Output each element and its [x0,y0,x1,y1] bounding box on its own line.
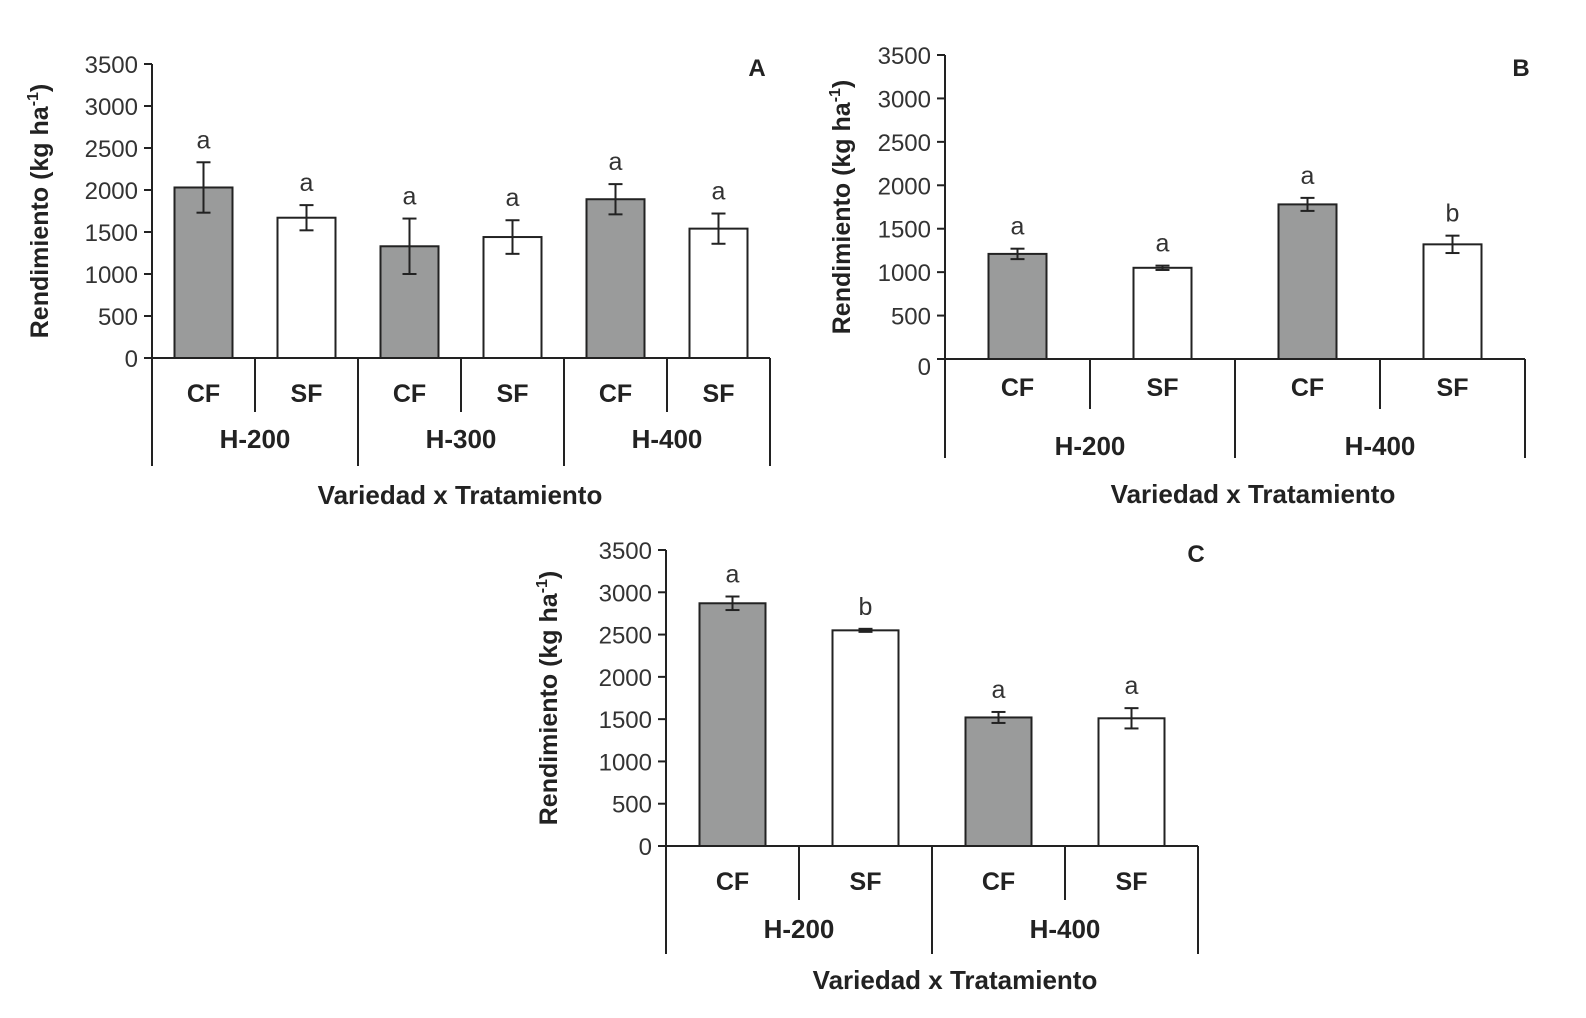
x-category-label: CF [716,868,749,896]
x-group-label: H-200 [220,424,291,454]
y-axis-title: Rendimiento (kg ha-1) [827,80,856,335]
bar-H-400-SF [1422,243,1483,360]
bar-H-300-SF [482,236,543,359]
y-axis-title-superscript: -1 [25,92,42,106]
bar-H-200-CF [173,186,234,359]
bar-H-400-SF [1097,717,1166,847]
y-tick-label: 1500 [599,707,652,734]
significance-letter: a [1301,162,1315,190]
x-category-label: CF [187,380,220,408]
y-axis-title-close: ) [535,571,563,579]
y-tick-label: 3500 [878,43,931,70]
y-tick-label: 1000 [878,260,931,287]
y-tick-label: 2000 [599,665,652,692]
x-category-label: SF [850,868,882,896]
y-tick-label: 2500 [878,130,931,157]
significance-letter: a [712,178,726,206]
y-tick-label: 2000 [878,173,931,200]
x-category-label: SF [1116,868,1148,896]
x-category-label: CF [393,380,426,408]
x-category-label: SF [1437,374,1469,402]
x-category-label: SF [291,380,323,408]
bar-H-400-CF [585,198,646,359]
y-axis-title: Rendimiento (kg ha-1) [25,84,54,339]
chart-B: 0 500 1000 1500 2000 2500 3000 3500 a CF a SF a CF b SF… [827,43,1530,509]
x-group-label: H-200 [1055,431,1126,461]
y-tick-label: 2500 [599,623,652,650]
significance-letter: a [197,126,211,154]
bar-H-200-CF [987,252,1048,361]
bar-H-200-SF [1132,266,1193,360]
panel-label: C [1187,541,1204,568]
y-axis-title-superscript: -1 [534,579,551,593]
x-category-label: SF [1147,374,1179,402]
bar-H-200-SF [276,216,337,359]
x-group-label: H-300 [426,424,497,454]
significance-letter: a [1011,213,1025,241]
y-tick-label: 500 [891,304,931,331]
y-tick-label: 2500 [85,136,138,163]
y-axis-title-close: ) [26,84,54,92]
significance-letter: a [726,561,740,589]
y-axis-title: Rendimiento (kg ha-1) [534,571,563,826]
y-tick-label: 3000 [599,580,652,607]
significance-letter: a [403,183,417,211]
significance-letter: a [300,169,314,197]
bar-H-200-SF [831,629,900,847]
y-axis-title-main: Rendimiento (kg ha [828,101,856,334]
y-tick-label: 1000 [599,749,652,776]
x-group-label: H-400 [1345,431,1416,461]
x-group-label: H-400 [632,424,703,454]
y-tick-label: 0 [125,346,138,373]
bar-H-400-SF [688,227,749,359]
bar-H-400-CF [1277,203,1338,360]
x-category-label: CF [982,868,1015,896]
y-axis-title-close: ) [828,80,856,88]
significance-letter: a [1156,230,1170,258]
x-category-label: CF [1291,374,1324,402]
y-tick-label: 3000 [878,86,931,113]
x-axis-title: Variedad x Tratamiento [318,480,603,510]
y-tick-label: 1000 [85,262,138,289]
bar-H-400-CF [964,716,1033,847]
x-category-label: CF [599,380,632,408]
x-category-label: SF [703,380,735,408]
y-tick-label: 0 [639,834,652,861]
x-category-label: CF [1001,374,1034,402]
y-tick-label: 2000 [85,178,138,205]
panel-label: A [748,55,765,82]
y-axis-title-main: Rendimiento (kg ha [535,592,563,825]
bar-H-200-CF [698,602,767,848]
y-tick-label: 500 [612,792,652,819]
significance-letter: b [1446,200,1460,228]
y-tick-label: 3000 [85,94,138,121]
panel-label: B [1512,55,1529,82]
y-tick-label: 1500 [878,217,931,244]
significance-letter: a [1125,672,1139,700]
chart-A: 0 500 1000 1500 2000 2500 3000 3500 a CF a SF a CF a SF… [25,52,771,510]
significance-letter: b [859,593,873,621]
x-axis-title: Variedad x Tratamiento [813,965,1098,995]
significance-letter: a [506,184,520,212]
y-axis-title-main: Rendimiento (kg ha [26,105,54,338]
y-tick-label: 3500 [85,52,138,79]
chart-C: 0 500 1000 1500 2000 2500 3000 3500 a CF b SF a CF a SF… [534,538,1205,995]
y-tick-label: 3500 [599,538,652,565]
significance-letter: a [609,148,623,176]
x-axis-title: Variedad x Tratamiento [1111,479,1396,509]
y-tick-label: 0 [918,354,931,381]
y-axis-title-superscript: -1 [827,88,844,102]
x-group-label: H-200 [764,914,835,944]
y-tick-label: 500 [98,304,138,331]
significance-letter: a [992,676,1006,704]
x-category-label: SF [497,380,529,408]
y-tick-label: 1500 [85,220,138,247]
x-group-label: H-400 [1030,914,1101,944]
